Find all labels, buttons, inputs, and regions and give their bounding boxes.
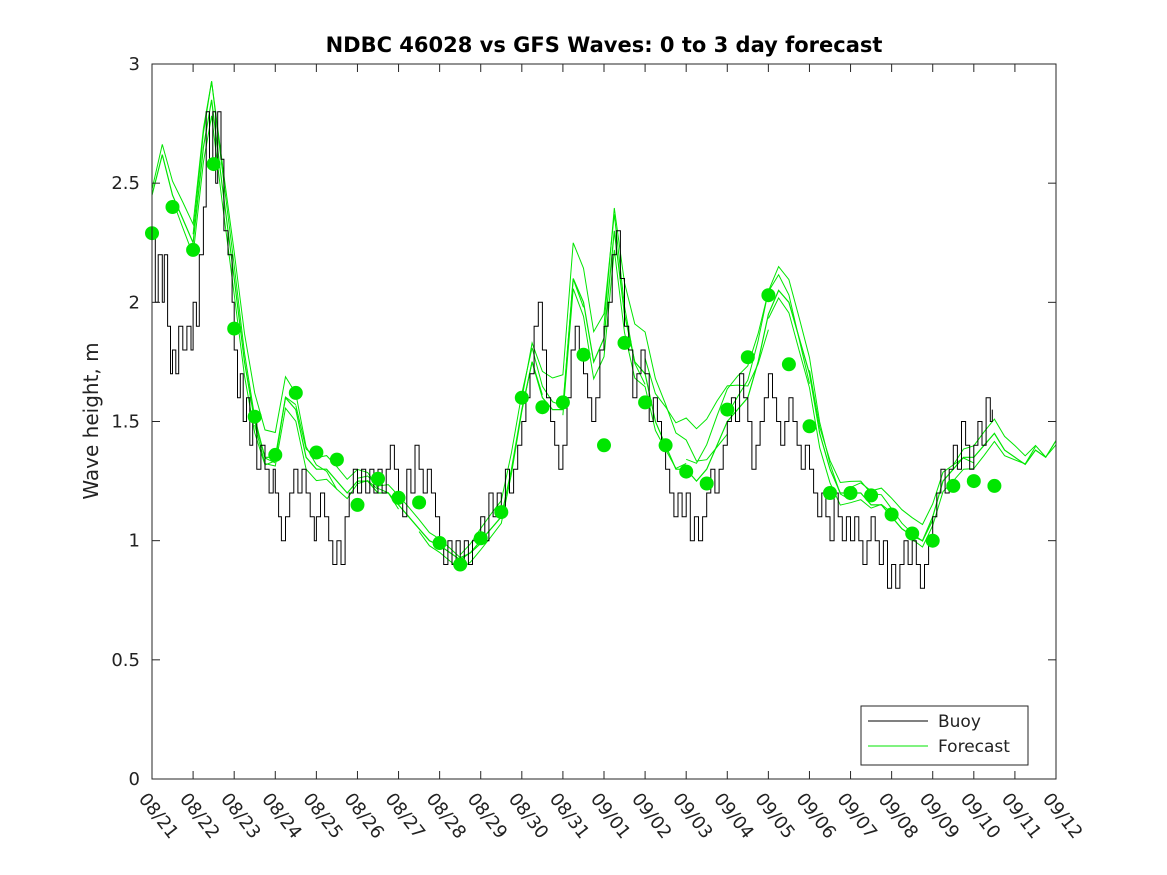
forecast-ensemble-line (952, 418, 1057, 466)
chart-title: NDBC 46028 vs GFS Waves: 0 to 3 day fore… (326, 33, 883, 57)
y-axis: 0 0.5 1 1.5 2 2.5 3 (111, 54, 1056, 790)
forecast-marker (391, 490, 406, 505)
forecast-markers (145, 157, 1002, 572)
forecast-marker (494, 505, 509, 520)
forecast-marker (884, 507, 899, 522)
y-tick-label: 0 (129, 769, 140, 790)
forecast-marker (638, 395, 653, 410)
forecast-marker (535, 400, 550, 415)
forecast-marker (740, 350, 755, 365)
forecast-marker (761, 288, 776, 303)
forecast-marker (617, 335, 632, 350)
forecast-marker (206, 157, 221, 172)
forecast-marker (966, 474, 981, 489)
forecast-ensemble-line (767, 297, 892, 513)
forecast-marker (843, 486, 858, 500)
y-tick-label: 1.5 (111, 412, 140, 433)
legend-forecast-label: Forecast (938, 737, 1010, 757)
legend-box (860, 705, 1029, 766)
forecast-marker (679, 464, 694, 479)
y-tick-label: 2.5 (111, 173, 140, 194)
y-tick-label: 0.5 (111, 650, 140, 671)
forecast-marker (350, 497, 365, 512)
forecast-marker (864, 488, 879, 503)
forecast-marker (925, 533, 940, 548)
forecast-marker (412, 495, 427, 510)
forecast-marker (802, 419, 817, 434)
forecast-marker (781, 357, 796, 372)
forecast-ensemble-line (644, 329, 769, 430)
forecast-ensemble-line (686, 273, 810, 464)
forecast-marker (905, 526, 920, 541)
plot-background (152, 64, 1056, 779)
legend: Buoy Forecast (860, 705, 1029, 766)
forecast-marker (597, 438, 611, 453)
y-axis-label: Wave height, m (79, 342, 103, 499)
forecast-marker (514, 390, 529, 405)
forecast-marker (720, 402, 735, 417)
forecast-marker (699, 476, 714, 491)
forecast-marker (288, 385, 303, 400)
forecast-ensemble-line (192, 81, 338, 490)
y-tick-label: 3 (129, 54, 140, 75)
forecast-marker (555, 395, 570, 410)
forecast-marker (165, 200, 180, 214)
forecast-marker (658, 438, 673, 453)
forecast-marker (946, 478, 961, 493)
forecast-marker (227, 321, 242, 336)
plot-area (145, 64, 1057, 779)
forecast-marker (432, 536, 447, 550)
forecast-marker (247, 409, 262, 424)
forecast-marker (309, 445, 324, 460)
forecast-marker (576, 347, 591, 362)
buoy-series (152, 111, 993, 589)
forecast-marker (473, 531, 488, 546)
y-tick-label: 2 (129, 292, 140, 313)
forecast-marker (823, 486, 837, 500)
y-tick-label: 1 (129, 531, 140, 552)
forecast-marker (987, 478, 1002, 493)
forecast-marker (268, 447, 283, 462)
legend-buoy-label: Buoy (938, 712, 981, 732)
forecast-marker (329, 452, 344, 467)
forecast-marker (453, 557, 468, 572)
buoy-series-line (152, 111, 993, 589)
forecast-marker (371, 471, 385, 486)
forecast-ensemble-line (726, 265, 851, 501)
forecast-marker (186, 242, 201, 257)
